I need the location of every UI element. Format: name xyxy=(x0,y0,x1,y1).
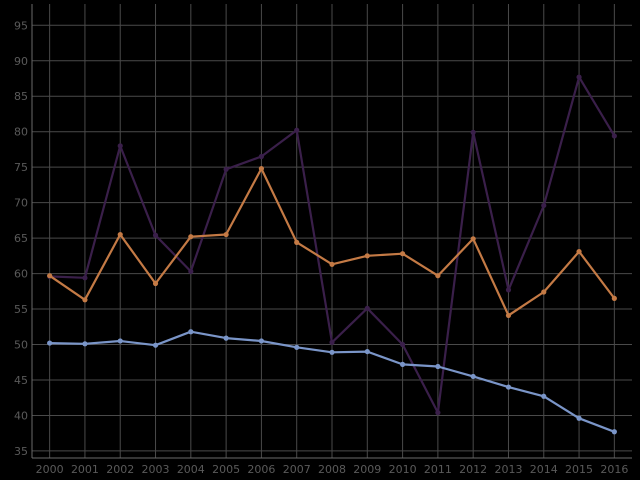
x-tick-label-2012: 2012 xyxy=(459,463,487,476)
x-tick-label-2000: 2000 xyxy=(36,463,64,476)
y-tick-label-80: 80 xyxy=(14,126,28,139)
series-2-point-2005 xyxy=(223,231,229,238)
y-tick-label-40: 40 xyxy=(14,409,28,422)
series-group xyxy=(47,74,617,435)
series-3-point-2014 xyxy=(541,393,547,399)
series-3-point-2008 xyxy=(329,349,335,355)
series-1-point-2010 xyxy=(399,341,406,348)
series-3-point-2016 xyxy=(611,429,617,435)
y-axis-ticks: 35 40 45 50 55 60 65 70 75 80 85 90 95 xyxy=(14,19,28,458)
series-1-point-2016 xyxy=(611,133,617,139)
series-2-point-2011 xyxy=(435,273,441,279)
series-3-point-2000 xyxy=(47,340,53,346)
series-1-point-2014 xyxy=(541,202,547,209)
x-tick-label-2008: 2008 xyxy=(318,463,346,476)
series-3-point-2011 xyxy=(435,363,441,370)
series-1-point-2002 xyxy=(117,143,123,149)
series-2-point-2009 xyxy=(364,253,370,259)
y-tick-label-95: 95 xyxy=(14,19,28,32)
y-tick-label-75: 75 xyxy=(14,161,28,174)
series-1-point-2009 xyxy=(364,305,370,311)
x-tick-label-2006: 2006 xyxy=(247,463,275,476)
series-2-point-2014 xyxy=(541,289,547,295)
series-2-point-2007 xyxy=(294,239,300,245)
x-tick-label-2011: 2011 xyxy=(424,463,452,476)
x-tick-label-2003: 2003 xyxy=(142,463,170,476)
series-2-point-2000 xyxy=(47,273,53,279)
series-1-point-2008 xyxy=(329,339,335,345)
y-tick-label-55: 55 xyxy=(14,303,28,316)
series-2-point-2013 xyxy=(505,312,512,319)
series-3-point-2002 xyxy=(117,338,123,344)
series-2-point-2004 xyxy=(188,234,194,240)
series-3-point-2001 xyxy=(82,341,88,347)
series-1-point-2005 xyxy=(223,166,229,172)
x-tick-label-2004: 2004 xyxy=(177,463,205,476)
series-3-point-2005 xyxy=(223,335,229,341)
series-2-point-2008 xyxy=(329,261,335,267)
grid xyxy=(31,4,632,459)
y-tick-label-50: 50 xyxy=(14,339,28,352)
x-tick-label-2014: 2014 xyxy=(530,463,558,476)
series-3-point-2006 xyxy=(258,338,265,344)
series-3-point-2003 xyxy=(152,342,159,348)
x-tick-label-2010: 2010 xyxy=(389,463,417,476)
series-3-point-2009 xyxy=(364,348,370,355)
x-axis-ticks: 2000 2001 2002 2003 2004 2005 2006 2007 2008 2009… xyxy=(36,463,629,476)
series-1-point-2011 xyxy=(435,410,441,416)
x-tick-label-2015: 2015 xyxy=(565,463,593,476)
series-2-point-2001 xyxy=(82,297,88,303)
series-1-point-2012 xyxy=(470,129,476,135)
series-1-point-2015 xyxy=(576,74,582,80)
x-tick-label-2002: 2002 xyxy=(106,463,134,476)
y-tick-label-60: 60 xyxy=(14,268,28,281)
series-2-point-2015 xyxy=(576,248,582,255)
series-2-point-2012 xyxy=(470,236,476,242)
series-3-point-2015 xyxy=(576,415,582,421)
series-2-point-2003 xyxy=(152,280,159,287)
x-tick-label-2016: 2016 xyxy=(600,463,628,476)
x-tick-label-2013: 2013 xyxy=(494,463,522,476)
series-2-point-2006 xyxy=(258,165,265,172)
y-tick-label-85: 85 xyxy=(14,90,28,103)
series-1-point-2007 xyxy=(294,127,300,133)
y-tick-label-70: 70 xyxy=(14,197,28,210)
series-2-point-2002 xyxy=(117,231,123,238)
series-3-point-2010 xyxy=(399,361,406,367)
series-1-point-2006 xyxy=(258,153,265,160)
series-3-point-2012 xyxy=(470,373,476,380)
series-3-point-2013 xyxy=(505,384,512,390)
series-3-point-2004 xyxy=(188,329,194,335)
x-tick-label-2009: 2009 xyxy=(353,463,381,476)
series-2-point-2016 xyxy=(611,295,617,301)
series-2-point-2010 xyxy=(399,251,406,257)
y-tick-label-90: 90 xyxy=(14,55,28,68)
series-1-point-2003 xyxy=(152,232,159,238)
x-tick-label-2007: 2007 xyxy=(283,463,311,476)
x-tick-label-2001: 2001 xyxy=(71,463,99,476)
series-1-point-2001 xyxy=(82,275,88,281)
y-tick-label-45: 45 xyxy=(14,374,28,387)
x-tick-label-2005: 2005 xyxy=(212,463,240,476)
y-tick-label-65: 65 xyxy=(14,232,28,245)
series-3-point-2007 xyxy=(294,344,300,350)
y-tick-label-35: 35 xyxy=(14,445,28,458)
series-1-point-2013 xyxy=(505,287,512,293)
series-1-point-2004 xyxy=(188,268,194,275)
